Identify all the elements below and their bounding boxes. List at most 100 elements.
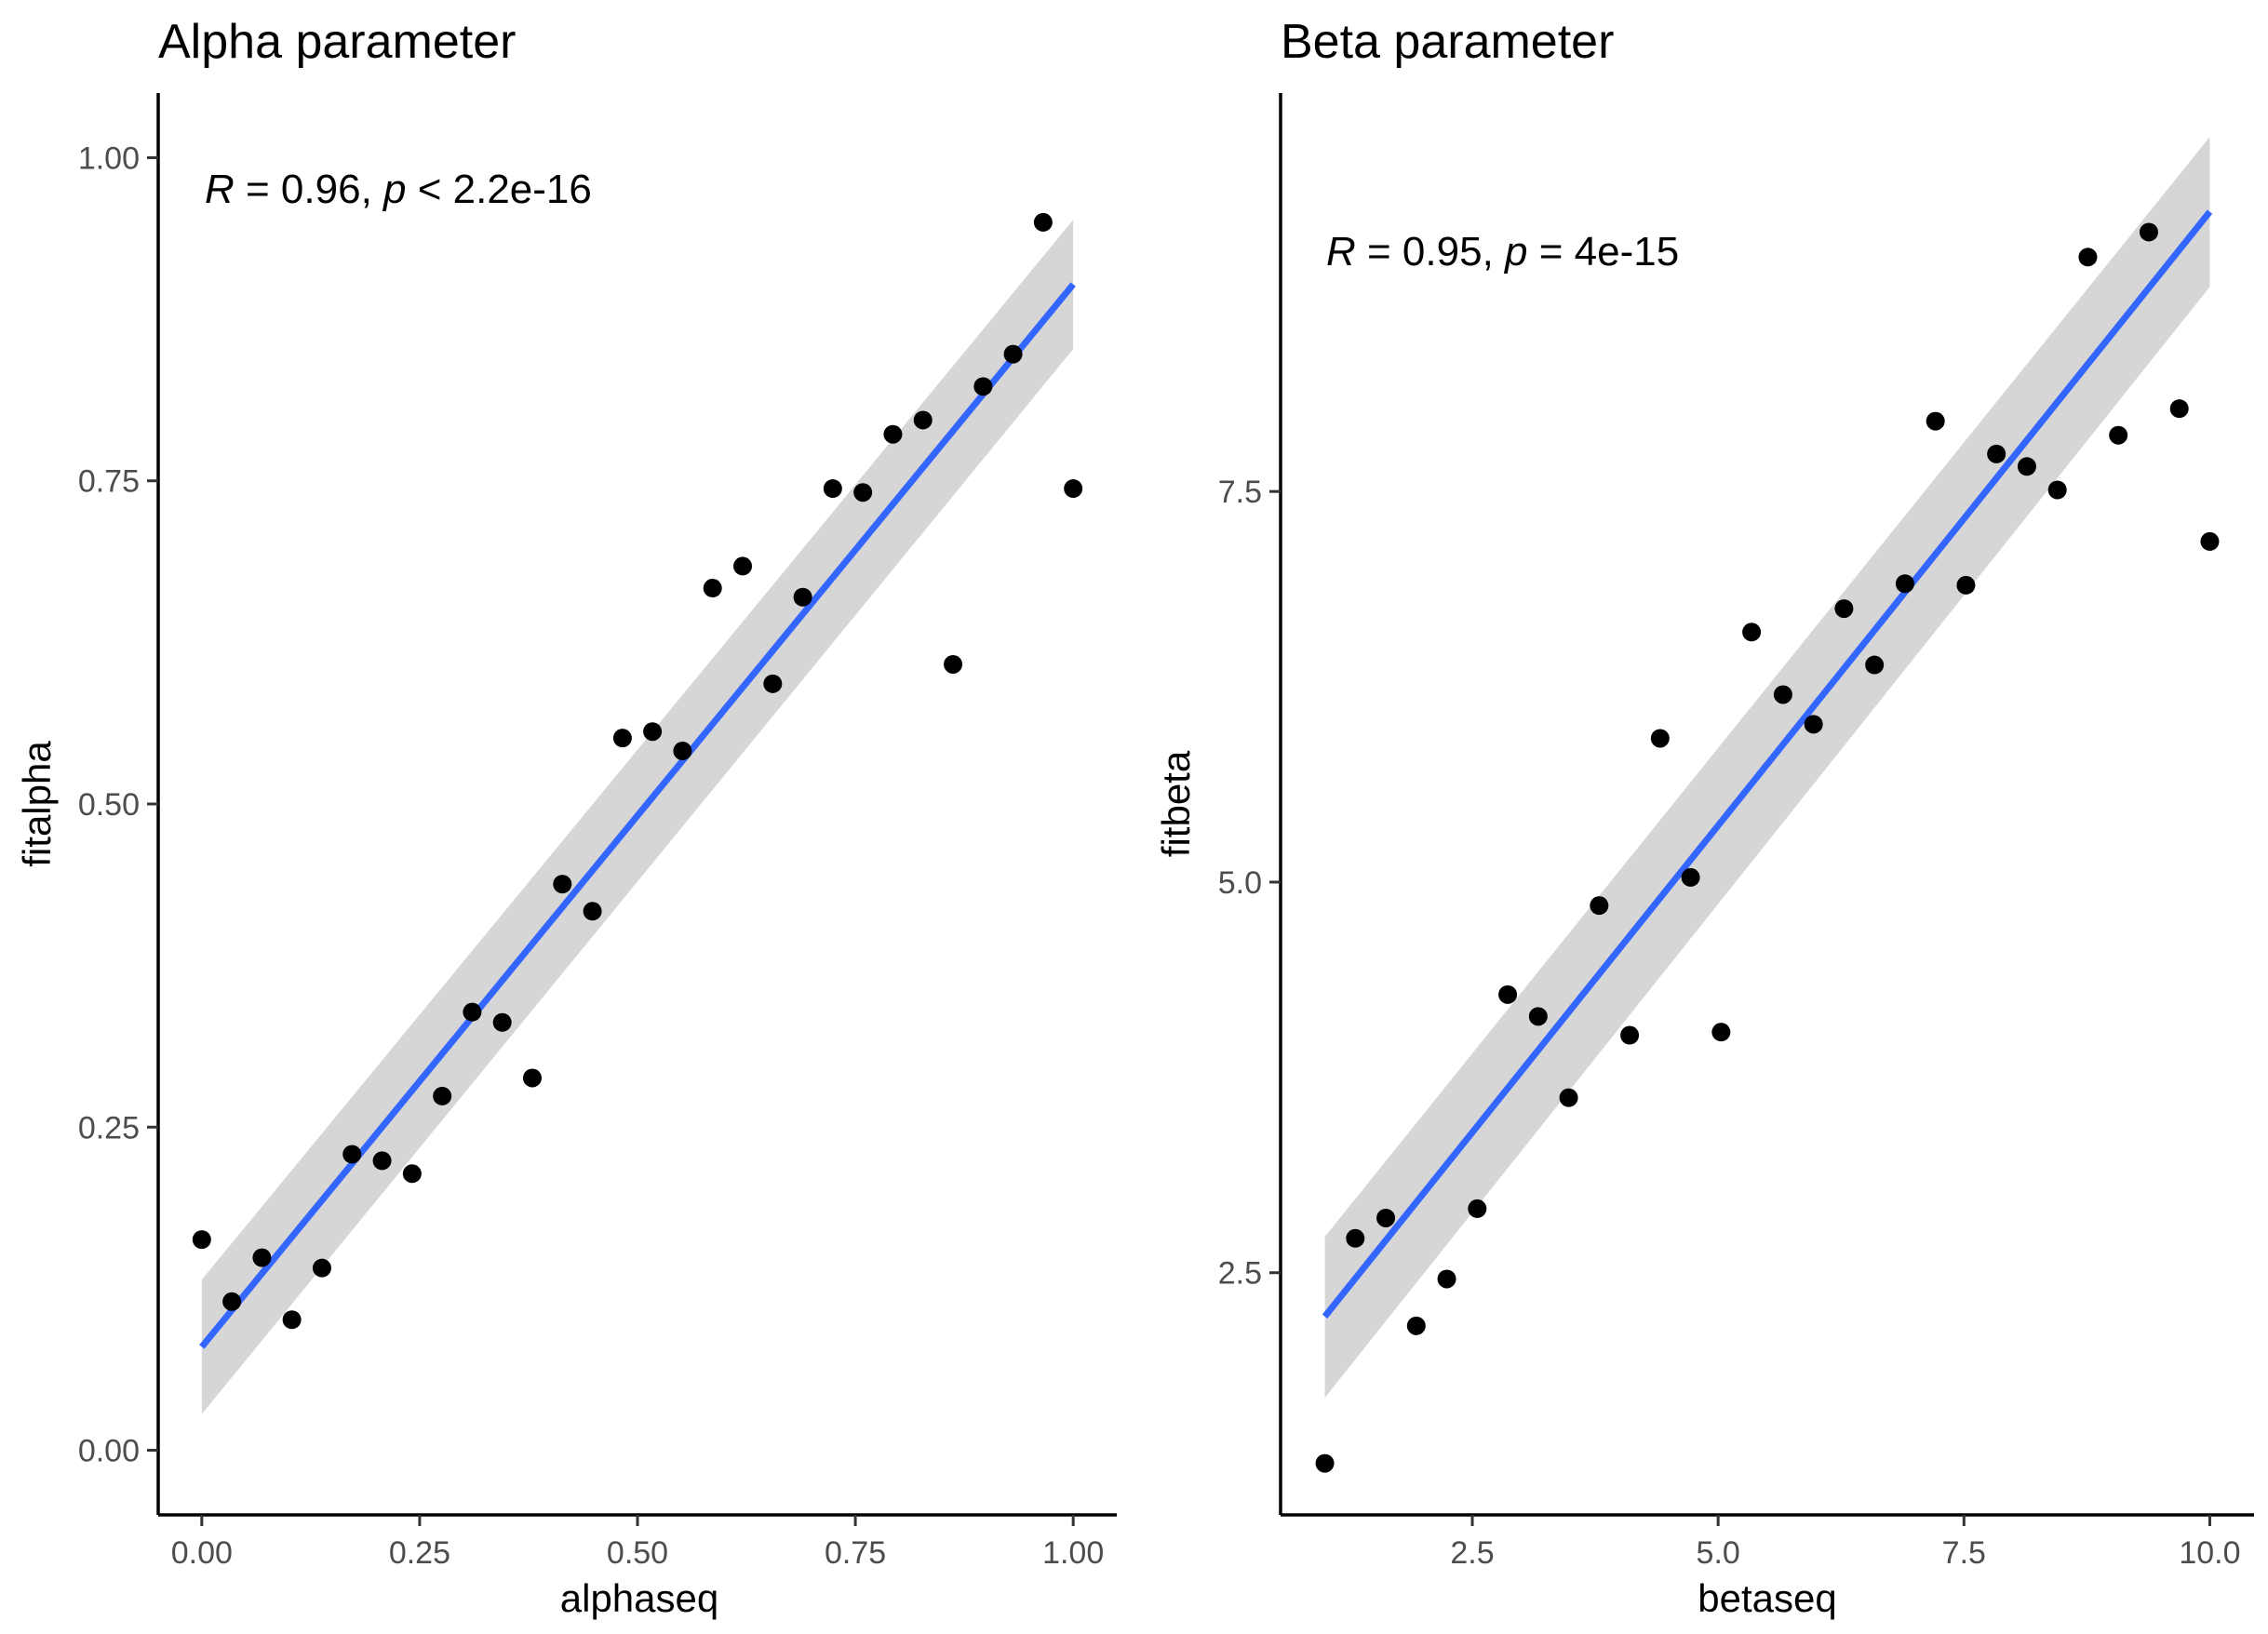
beta-data-point <box>1711 1023 1731 1042</box>
alpha-fit-line <box>199 282 1076 1349</box>
beta-r-value: = 0.95, <box>1356 229 1505 275</box>
beta-data-point <box>1865 655 1885 675</box>
beta-data-point <box>1804 715 1823 734</box>
beta-x-axis-title: betaseq <box>1698 1576 1836 1620</box>
alpha-title: Alpha parameter <box>158 15 516 69</box>
alpha-data-point <box>1033 212 1053 232</box>
beta-panel: Beta parameter 2.5 5.0 7.5 10.0 2.5 5.0 7.5 R… <box>1154 15 2254 1620</box>
beta-points <box>1315 222 2220 1473</box>
beta-data-point <box>1895 574 1914 594</box>
alpha-data-point <box>883 424 903 444</box>
beta-data-point <box>2109 425 2128 445</box>
beta-data-point <box>1590 896 1609 916</box>
alpha-r-value: = 0.96, <box>235 167 383 212</box>
beta-data-point <box>1987 444 2006 463</box>
alpha-data-point <box>372 1151 392 1171</box>
alpha-correlation-annotation: R = 0.96, p < 2.2e-16 <box>205 167 592 212</box>
alpha-p-symbol: p <box>382 167 406 212</box>
alpha-data-point <box>973 377 993 396</box>
alpha-data-point <box>703 579 722 598</box>
alpha-data-point <box>402 1164 422 1184</box>
alpha-x-tick-label: 0.25 <box>389 1535 450 1571</box>
alpha-panel: Alpha parameter 0.00 0.25 0.50 0.75 1.00 0.0… <box>15 15 1117 1620</box>
beta-y-axis-title: fitbeta <box>1154 750 1198 857</box>
alpha-data-point <box>944 654 963 674</box>
alpha-data-point <box>643 722 663 742</box>
alpha-y-ticks: 0.00 0.25 0.50 0.75 1.00 <box>78 141 158 1469</box>
alpha-data-point <box>282 1310 302 1330</box>
beta-x-ticks: 2.5 5.0 7.5 10.0 <box>1450 1515 2241 1571</box>
beta-y-tick-label: 2.5 <box>1218 1256 1262 1292</box>
alpha-data-point <box>252 1248 272 1267</box>
beta-y-ticks: 2.5 5.0 7.5 <box>1218 475 1281 1292</box>
beta-data-point <box>1956 575 1976 595</box>
alpha-data-point <box>222 1292 242 1311</box>
beta-data-point <box>1468 1199 1487 1218</box>
beta-data-point <box>1773 685 1792 704</box>
alpha-r-symbol: R <box>205 167 235 212</box>
alpha-y-tick-label: 0.25 <box>78 1110 140 1145</box>
alpha-data-point <box>1064 479 1083 499</box>
alpha-y-tick-label: 0.50 <box>78 787 140 823</box>
alpha-y-axis-title: fitalpha <box>15 741 59 867</box>
beta-fit-line <box>1322 209 2213 1319</box>
beta-fit-line-layer <box>1322 209 2213 1319</box>
alpha-data-point <box>463 1002 482 1022</box>
beta-x-tick-label: 2.5 <box>1450 1535 1494 1571</box>
beta-r-symbol: R <box>1326 229 1356 275</box>
alpha-y-tick-label: 0.00 <box>78 1434 140 1469</box>
alpha-y-tick-label: 0.75 <box>78 464 140 500</box>
beta-data-point <box>1315 1453 1335 1473</box>
alpha-data-point <box>823 479 842 499</box>
alpha-data-point <box>522 1068 542 1088</box>
beta-data-point <box>2078 248 2098 267</box>
alpha-data-point <box>553 875 572 894</box>
alpha-p-value: < 2.2e-16 <box>407 167 592 212</box>
alpha-data-point <box>673 742 692 761</box>
alpha-data-point <box>853 483 873 502</box>
beta-data-point <box>1437 1269 1456 1289</box>
alpha-data-point <box>192 1230 211 1250</box>
beta-data-point <box>1498 984 1518 1004</box>
alpha-fit-line-layer <box>199 282 1076 1349</box>
alpha-data-point <box>583 902 602 921</box>
alpha-data-point <box>312 1258 331 1278</box>
alpha-data-point <box>1003 344 1023 364</box>
alpha-data-point <box>763 674 783 693</box>
alpha-data-point <box>492 1012 512 1032</box>
beta-data-point <box>2169 399 2189 419</box>
beta-data-point <box>1681 867 1700 887</box>
beta-x-tick-label: 7.5 <box>1942 1535 1986 1571</box>
alpha-x-ticks: 0.00 0.25 0.50 0.75 1.00 <box>171 1515 1104 1571</box>
alpha-x-tick-label: 1.00 <box>1042 1535 1104 1571</box>
alpha-x-axis-title: alphaseq <box>560 1576 718 1620</box>
beta-data-point <box>1742 623 1762 642</box>
beta-y-tick-label: 7.5 <box>1218 475 1262 510</box>
beta-data-point <box>1620 1025 1640 1045</box>
beta-data-point <box>1528 1007 1548 1026</box>
beta-data-point <box>1650 729 1670 748</box>
beta-data-point <box>2200 531 2220 551</box>
beta-data-point <box>2047 480 2067 500</box>
beta-data-point <box>1559 1088 1578 1107</box>
beta-p-symbol: p <box>1503 229 1527 275</box>
beta-correlation-annotation: R = 0.95, p = 4e-15 <box>1326 229 1679 275</box>
beta-y-tick-label: 5.0 <box>1218 865 1262 901</box>
beta-data-point <box>2017 457 2036 476</box>
alpha-data-point <box>433 1086 452 1105</box>
beta-data-point <box>1926 411 1945 431</box>
alpha-y-tick-label: 1.00 <box>78 141 140 176</box>
alpha-x-tick-label: 0.75 <box>825 1535 886 1571</box>
alpha-x-tick-label: 0.00 <box>171 1535 233 1571</box>
beta-p-value: = 4e-15 <box>1528 229 1680 275</box>
beta-data-point <box>1834 599 1854 619</box>
alpha-data-point <box>913 410 933 430</box>
beta-data-point <box>1346 1228 1365 1248</box>
beta-title: Beta parameter <box>1281 15 1614 69</box>
alpha-data-point <box>612 729 632 748</box>
alpha-points <box>192 212 1083 1330</box>
alpha-data-point <box>733 556 753 576</box>
beta-data-point <box>1406 1316 1426 1335</box>
beta-data-point <box>1376 1208 1396 1227</box>
